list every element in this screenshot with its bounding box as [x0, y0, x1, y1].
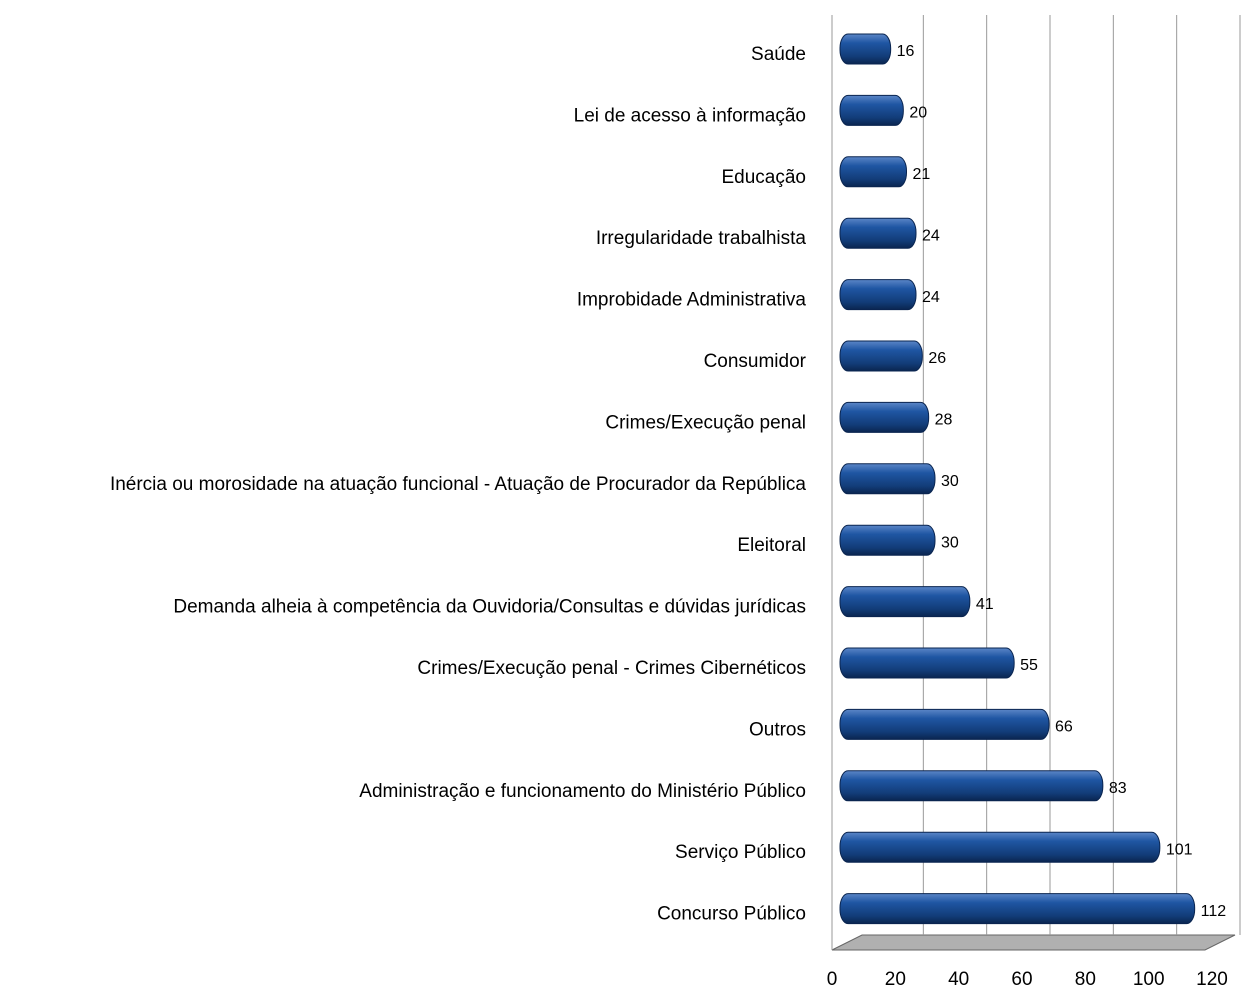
y-tick-label: Improbidade Administrativa	[577, 290, 807, 311]
bar	[839, 33, 892, 65]
y-tick-label: Saúde	[751, 44, 806, 65]
value-label: 24	[922, 289, 940, 306]
bar	[839, 893, 1196, 925]
y-tick-label: Administração e funcionamento do Ministé…	[359, 781, 806, 802]
y-tick-label: Eleitoral	[737, 535, 806, 556]
value-label: 21	[913, 166, 931, 183]
bar	[839, 156, 907, 188]
value-label: 83	[1109, 780, 1127, 797]
x-tick-label: 40	[948, 969, 969, 990]
value-label: 30	[941, 473, 959, 490]
bar	[839, 463, 936, 495]
y-tick-label: Demanda alheia à competência da Ouvidori…	[173, 597, 806, 618]
value-label: 41	[976, 596, 994, 613]
y-tick-label: Inércia ou morosidade na atuação funcion…	[110, 474, 806, 495]
x-tick-label: 100	[1133, 969, 1165, 990]
bar	[839, 94, 904, 126]
bar	[839, 217, 917, 249]
x-tick-label: 0	[827, 969, 838, 990]
x-tick-label: 120	[1196, 969, 1228, 990]
value-label: 30	[941, 534, 959, 551]
value-label: 16	[897, 43, 915, 60]
bar	[839, 647, 1015, 679]
value-label: 112	[1201, 903, 1227, 920]
y-tick-label: Serviço Público	[675, 842, 806, 863]
bar	[839, 586, 971, 618]
y-tick-label: Consumidor	[704, 351, 807, 372]
y-tick-label: Crimes/Execução penal	[605, 412, 806, 433]
bar	[839, 770, 1104, 802]
bar	[839, 524, 936, 556]
y-tick-label: Lei de acesso à informação	[574, 105, 806, 126]
value-label: 26	[928, 350, 946, 367]
value-label: 24	[922, 227, 940, 244]
bar	[839, 708, 1050, 740]
x-tick-label: 80	[1075, 969, 1096, 990]
floor	[831, 934, 1236, 951]
y-tick-label: Irregularidade trabalhista	[596, 228, 807, 249]
value-label: 20	[909, 105, 927, 122]
bar	[839, 831, 1161, 863]
value-label: 101	[1166, 841, 1193, 858]
bar	[839, 340, 923, 372]
bar	[839, 279, 917, 311]
y-tick-label: Concurso Público	[657, 904, 806, 925]
value-label: 55	[1020, 657, 1038, 674]
bar	[839, 401, 930, 433]
value-label: 66	[1055, 719, 1073, 736]
x-tick-label: 60	[1011, 969, 1032, 990]
y-tick-label: Outros	[749, 719, 806, 740]
x-tick-label: 20	[885, 969, 906, 990]
y-tick-label: Educação	[721, 167, 806, 188]
value-label: 28	[935, 412, 953, 429]
y-tick-label: Crimes/Execução penal - Crimes Cibernéti…	[417, 658, 806, 679]
